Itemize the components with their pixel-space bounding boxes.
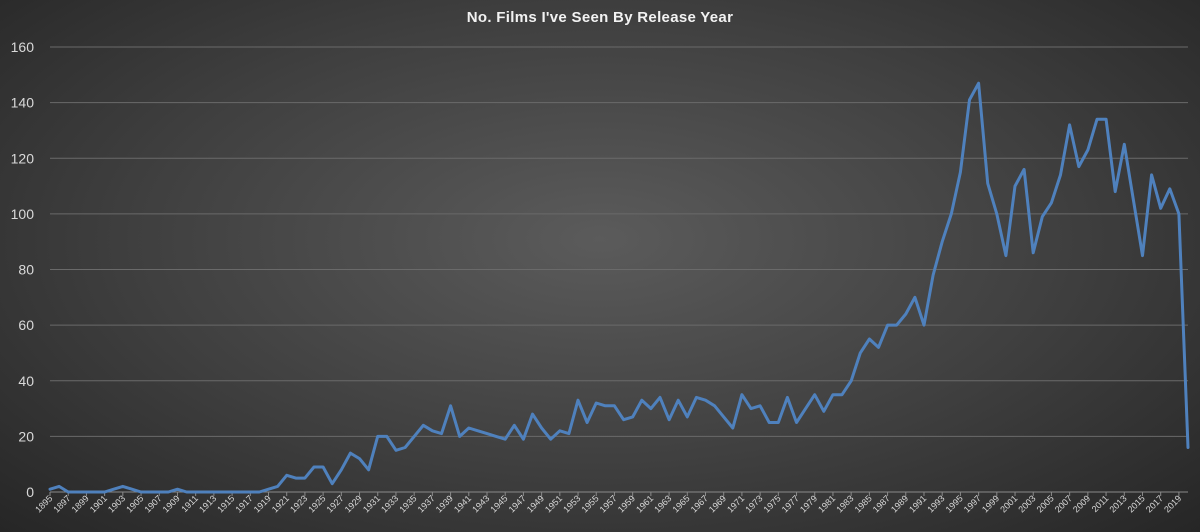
- x-tick-label: 1955: [579, 493, 600, 514]
- y-tick-label: 20: [18, 428, 34, 444]
- x-tick-label: 1969: [707, 493, 728, 514]
- x-tick-label: 1963: [652, 493, 673, 514]
- x-tick-label: 1911: [179, 493, 200, 514]
- x-tick-label: 1921: [270, 493, 291, 514]
- y-tick-label: 120: [11, 150, 35, 166]
- x-tick-label: 2009: [1071, 493, 1092, 514]
- x-tick-label: 1941: [452, 493, 473, 514]
- x-tick-label: 2013: [1107, 493, 1128, 514]
- x-tick-label: 1927: [325, 493, 346, 514]
- x-axis-ticks: 1895189718991901190319051907190919111913…: [33, 492, 1183, 515]
- x-tick-label: 2001: [998, 493, 1019, 514]
- x-tick-label: 1907: [142, 493, 163, 514]
- y-tick-label: 160: [11, 39, 35, 55]
- x-tick-label: 1951: [543, 493, 564, 514]
- x-tick-label: 1989: [889, 493, 910, 514]
- x-tick-label: 2017: [1144, 493, 1165, 514]
- x-tick-label: 1965: [670, 493, 691, 514]
- x-tick-label: 1901: [88, 493, 109, 514]
- x-tick-label: 1997: [962, 493, 983, 514]
- x-tick-label: 1967: [689, 493, 710, 514]
- x-tick-label: 1937: [416, 493, 437, 514]
- x-tick-label: 1925: [306, 493, 327, 514]
- chart-title: No. Films I've Seen By Release Year: [466, 9, 734, 26]
- series-line: [48, 81, 1190, 494]
- x-tick-label: 1917: [233, 493, 254, 514]
- y-tick-label: 80: [18, 262, 34, 278]
- x-tick-label: 2015: [1126, 493, 1147, 514]
- x-tick-label: 1977: [780, 493, 801, 514]
- x-tick-label: 1909: [161, 493, 182, 514]
- gridlines: [50, 46, 1188, 493]
- x-tick-label: 1945: [488, 493, 509, 514]
- series-layer: [48, 81, 1190, 494]
- y-tick-label: 100: [11, 206, 35, 222]
- x-tick-label: 1949: [525, 493, 546, 514]
- x-tick-label: 1947: [507, 493, 528, 514]
- x-tick-label: 1961: [634, 493, 655, 514]
- x-tick-label: 1939: [434, 493, 455, 514]
- x-tick-label: 2019: [1162, 493, 1183, 514]
- y-axis-ticks: 0 20 40 60 80 100 120 140 160: [11, 39, 35, 500]
- x-tick-label: 1933: [379, 493, 400, 514]
- x-tick-label: 1897: [51, 493, 72, 514]
- x-tick-label: 1899: [70, 493, 91, 514]
- x-tick-label: 1987: [871, 493, 892, 514]
- x-tick-label: 1943: [470, 493, 491, 514]
- x-tick-label: 1973: [743, 493, 764, 514]
- x-tick-label: 1999: [980, 493, 1001, 514]
- x-tick-label: 1903: [106, 493, 127, 514]
- x-tick-label: 1913: [197, 493, 218, 514]
- x-tick-label: 1929: [343, 493, 364, 514]
- x-tick-label: 1979: [798, 493, 819, 514]
- x-tick-label: 1919: [252, 493, 273, 514]
- x-tick-label: 1923: [288, 493, 309, 514]
- x-tick-label: 1931: [361, 493, 382, 514]
- x-tick-label: 1985: [853, 493, 874, 514]
- x-tick-label: 1905: [124, 493, 145, 514]
- x-tick-label: 1975: [761, 493, 782, 514]
- x-tick-label: 1981: [816, 493, 837, 514]
- y-tick-label: 40: [18, 373, 34, 389]
- x-tick-label: 2003: [1016, 493, 1037, 514]
- x-tick-label: 2011: [1090, 493, 1111, 514]
- y-tick-label: 0: [26, 484, 34, 500]
- x-tick-label: 1993: [925, 493, 946, 514]
- x-tick-label: 1915: [215, 493, 236, 514]
- x-tick-label: 1895: [33, 493, 54, 514]
- x-tick-label: 1983: [834, 493, 855, 514]
- x-tick-label: 1971: [725, 493, 746, 514]
- x-tick-label: 1953: [561, 493, 582, 514]
- x-tick-label: 1991: [907, 493, 928, 514]
- y-tick-label: 140: [11, 95, 35, 111]
- x-tick-label: 2007: [1053, 493, 1074, 514]
- x-tick-label: 1995: [944, 493, 965, 514]
- y-tick-label: 60: [18, 317, 34, 333]
- x-tick-label: 1957: [598, 493, 619, 514]
- x-tick-label: 1959: [616, 493, 637, 514]
- x-tick-label: 2005: [1035, 493, 1056, 514]
- x-tick-label: 1935: [397, 493, 418, 514]
